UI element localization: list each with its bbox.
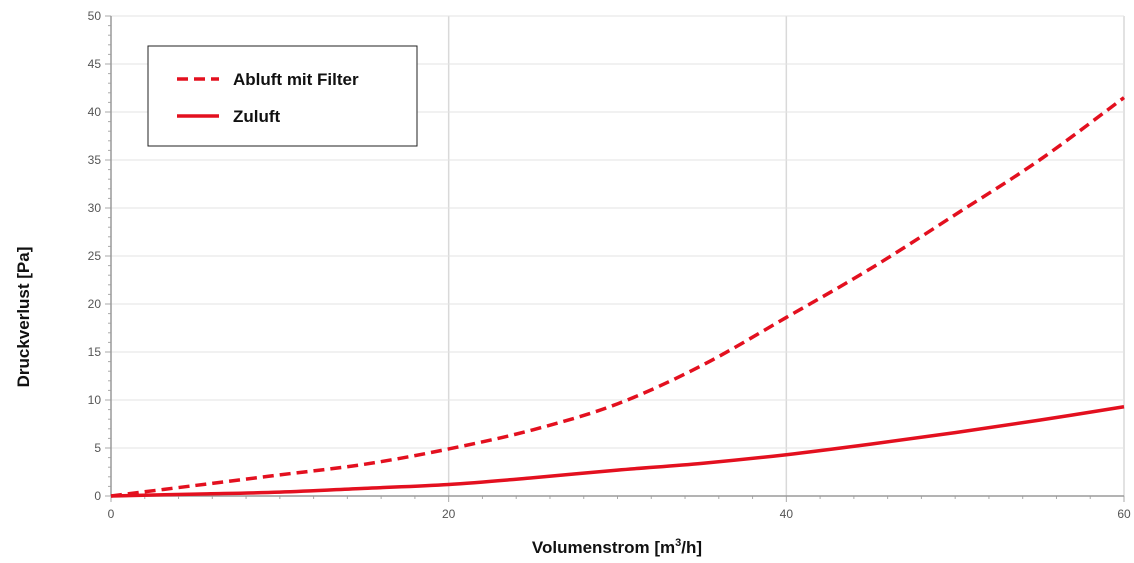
y-tick-label: 10	[88, 393, 102, 407]
legend-box	[147, 45, 418, 147]
y-tick-label: 45	[88, 57, 102, 71]
legend-label-abluft: Abluft mit Filter	[233, 70, 359, 89]
x-axis-title: Volumenstrom [m3/h]	[532, 537, 702, 557]
y-tick-label: 40	[88, 105, 102, 119]
y-tick-label: 50	[88, 9, 102, 23]
series-lines	[110, 96, 1126, 498]
axes	[105, 15, 1125, 502]
y-tick-label: 30	[88, 201, 102, 215]
y-tick-label: 20	[88, 297, 102, 311]
y-tick-label: 15	[88, 345, 102, 359]
legend: Abluft mit Filter Zuluft	[147, 45, 418, 147]
x-axis-title-main: Volumenstrom [m	[532, 538, 675, 557]
series-line-abluft-mit-filter	[110, 96, 1126, 498]
x-tick-label: 20	[442, 507, 456, 521]
y-tick-label: 5	[94, 441, 101, 455]
y-tick-label: 0	[94, 489, 101, 503]
x-axis-title-tail: /h]	[681, 538, 702, 557]
x-tick-label: 40	[780, 507, 794, 521]
y-axis-title: Druckverlust [Pa]	[14, 247, 33, 388]
x-axis-title-sup: 3	[675, 537, 681, 549]
x-tick-label: 60	[1117, 507, 1131, 521]
x-tick-label: 0	[108, 507, 115, 521]
y-tick-label: 25	[88, 249, 102, 263]
legend-label-zuluft: Zuluft	[233, 107, 281, 126]
series-line-zuluft	[110, 404, 1125, 498]
tick-labels: 0 20 40 60 0 5 10 15 20 25 30 35 40 45 50	[88, 9, 1131, 521]
y-tick-label: 35	[88, 153, 102, 167]
